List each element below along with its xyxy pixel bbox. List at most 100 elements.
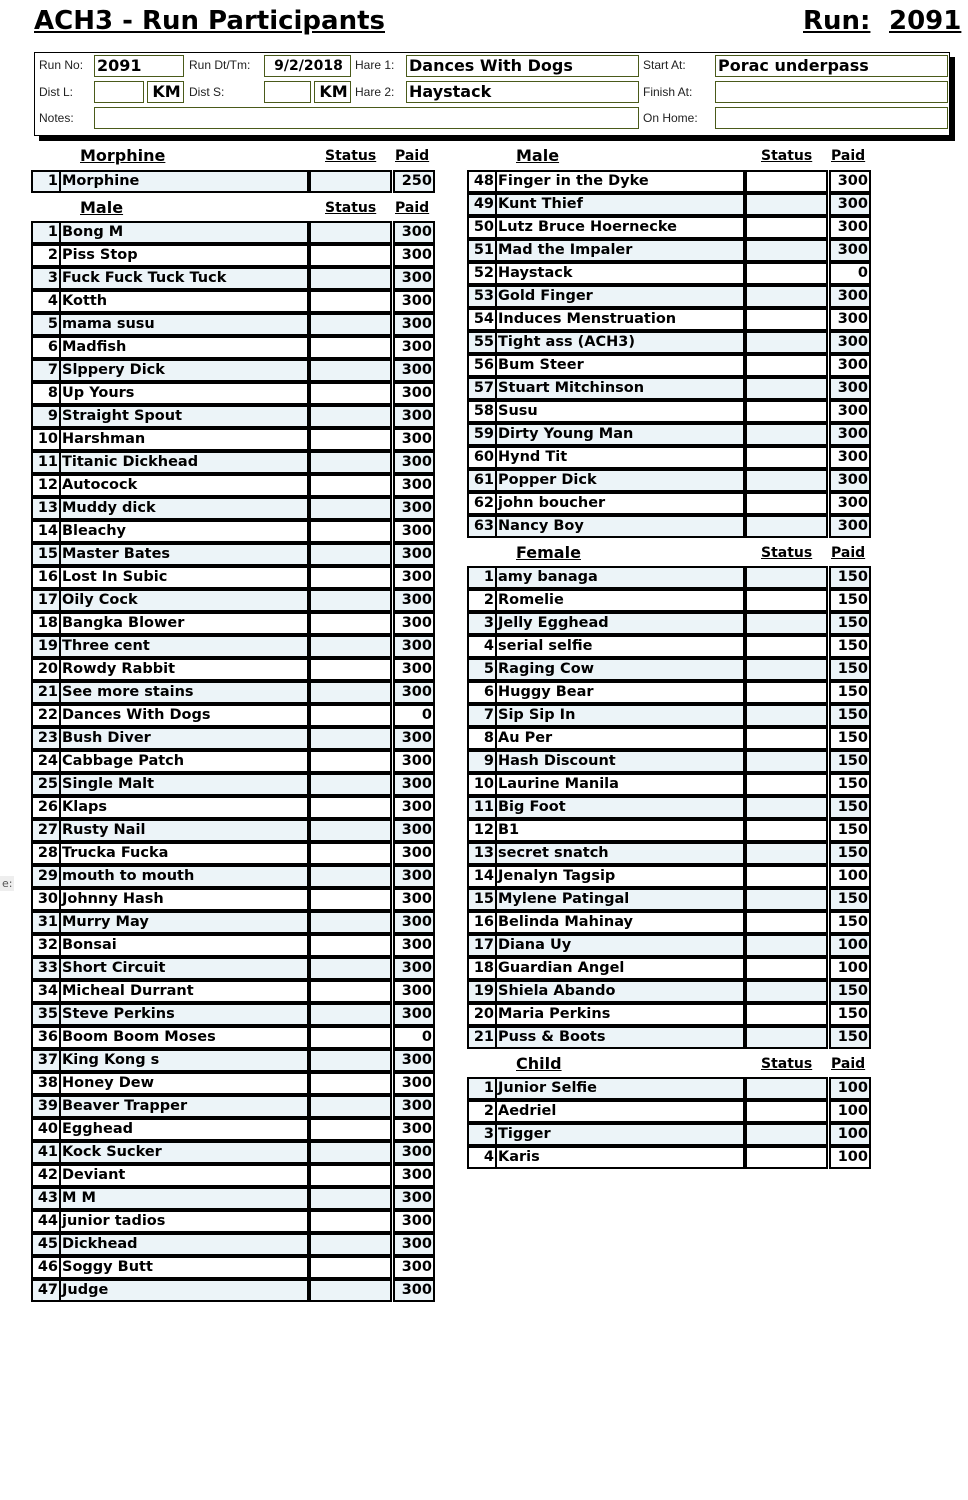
paid-amount[interactable]: 150 [829, 566, 871, 589]
participant-name[interactable]: mama susu [59, 313, 309, 336]
paid-amount[interactable]: 300 [393, 313, 435, 336]
participant-name[interactable]: Cabbage Patch [59, 750, 309, 773]
participant-name[interactable]: M M [59, 1187, 309, 1210]
paid-amount[interactable]: 150 [829, 842, 871, 865]
paid-amount[interactable]: 300 [393, 520, 435, 543]
paid-amount[interactable]: 300 [393, 1210, 435, 1233]
paid-amount[interactable]: 300 [393, 1003, 435, 1026]
status-cell[interactable] [309, 520, 392, 543]
participant-name[interactable]: john boucher [495, 492, 745, 515]
participant-name[interactable]: Aedriel [495, 1100, 745, 1123]
participant-name[interactable]: Kunt Thief [495, 193, 745, 216]
status-cell[interactable] [309, 681, 392, 704]
notes-field[interactable] [94, 107, 639, 129]
paid-amount[interactable]: 300 [829, 216, 871, 239]
paid-amount[interactable]: 150 [829, 796, 871, 819]
paid-amount[interactable]: 300 [393, 865, 435, 888]
status-cell[interactable] [745, 842, 828, 865]
status-cell[interactable] [745, 681, 828, 704]
status-cell[interactable] [745, 492, 828, 515]
paid-amount[interactable]: 300 [829, 354, 871, 377]
status-cell[interactable] [309, 612, 392, 635]
paid-amount[interactable]: 300 [829, 285, 871, 308]
participant-name[interactable]: Boom Boom Moses [59, 1026, 309, 1049]
participant-name[interactable]: Hynd Tit [495, 446, 745, 469]
status-cell[interactable] [309, 1279, 392, 1302]
status-cell[interactable] [745, 193, 828, 216]
status-cell[interactable] [745, 423, 828, 446]
participant-name[interactable]: Bum Steer [495, 354, 745, 377]
participant-name[interactable]: Dances With Dogs [59, 704, 309, 727]
participant-name[interactable]: Muddy dick [59, 497, 309, 520]
status-cell[interactable] [309, 1003, 392, 1026]
paid-amount[interactable]: 300 [393, 681, 435, 704]
status-cell[interactable] [309, 1049, 392, 1072]
status-cell[interactable] [745, 469, 828, 492]
participant-name[interactable]: Puss & Boots [495, 1026, 745, 1049]
participant-name[interactable]: Tight ass (ACH3) [495, 331, 745, 354]
participant-name[interactable]: Huggy Bear [495, 681, 745, 704]
status-cell[interactable] [745, 354, 828, 377]
status-cell[interactable] [745, 331, 828, 354]
participant-name[interactable]: Judge [59, 1279, 309, 1302]
participant-name[interactable]: Au Per [495, 727, 745, 750]
paid-amount[interactable]: 150 [829, 635, 871, 658]
participant-name[interactable]: B1 [495, 819, 745, 842]
dist-l-field[interactable] [94, 81, 144, 103]
status-cell[interactable] [309, 336, 392, 359]
paid-amount[interactable]: 0 [393, 1026, 435, 1049]
status-cell[interactable] [309, 819, 392, 842]
status-cell[interactable] [745, 980, 828, 1003]
paid-amount[interactable]: 150 [829, 1003, 871, 1026]
paid-amount[interactable]: 300 [393, 566, 435, 589]
paid-amount[interactable]: 150 [829, 773, 871, 796]
status-cell[interactable] [309, 267, 392, 290]
status-cell[interactable] [309, 1026, 392, 1049]
status-cell[interactable] [745, 170, 828, 193]
status-cell[interactable] [309, 842, 392, 865]
paid-amount[interactable]: 150 [829, 658, 871, 681]
paid-amount[interactable]: 150 [829, 819, 871, 842]
status-cell[interactable] [745, 1026, 828, 1049]
paid-amount[interactable]: 300 [393, 1233, 435, 1256]
participant-name[interactable]: Belinda Mahinay [495, 911, 745, 934]
participant-name[interactable]: Big Foot [495, 796, 745, 819]
participant-name[interactable]: Three cent [59, 635, 309, 658]
participant-name[interactable]: amy banaga [495, 566, 745, 589]
status-cell[interactable] [745, 515, 828, 538]
paid-amount[interactable]: 300 [393, 290, 435, 313]
status-cell[interactable] [745, 239, 828, 262]
status-cell[interactable] [745, 888, 828, 911]
paid-amount[interactable]: 300 [829, 400, 871, 423]
paid-amount[interactable]: 300 [829, 446, 871, 469]
participant-name[interactable]: Mylene Patingal [495, 888, 745, 911]
participant-name[interactable]: Kotth [59, 290, 309, 313]
participant-name[interactable]: Romelie [495, 589, 745, 612]
paid-amount[interactable]: 300 [829, 423, 871, 446]
paid-amount[interactable]: 300 [393, 451, 435, 474]
status-cell[interactable] [745, 704, 828, 727]
paid-amount[interactable]: 0 [393, 704, 435, 727]
paid-amount[interactable]: 300 [393, 1118, 435, 1141]
paid-amount[interactable]: 100 [829, 1146, 871, 1169]
status-cell[interactable] [309, 980, 392, 1003]
participant-name[interactable]: Bong M [59, 221, 309, 244]
participant-name[interactable]: Hash Discount [495, 750, 745, 773]
status-cell[interactable] [745, 957, 828, 980]
participant-name[interactable]: Induces Menstruation [495, 308, 745, 331]
paid-amount[interactable]: 150 [829, 1026, 871, 1049]
participant-name[interactable]: Jelly Egghead [495, 612, 745, 635]
paid-amount[interactable]: 300 [393, 842, 435, 865]
participant-name[interactable]: Maria Perkins [495, 1003, 745, 1026]
participant-name[interactable]: Straight Spout [59, 405, 309, 428]
status-cell[interactable] [309, 1256, 392, 1279]
paid-amount[interactable]: 100 [829, 934, 871, 957]
paid-amount[interactable]: 300 [829, 239, 871, 262]
participant-name[interactable]: Honey Dew [59, 1072, 309, 1095]
status-cell[interactable] [745, 285, 828, 308]
paid-amount[interactable]: 300 [393, 405, 435, 428]
participant-name[interactable]: Fuck Fuck Tuck Tuck [59, 267, 309, 290]
start-field[interactable]: Porac underpass [715, 55, 948, 77]
participant-name[interactable]: Finger in the Dyke [495, 170, 745, 193]
status-cell[interactable] [309, 1118, 392, 1141]
